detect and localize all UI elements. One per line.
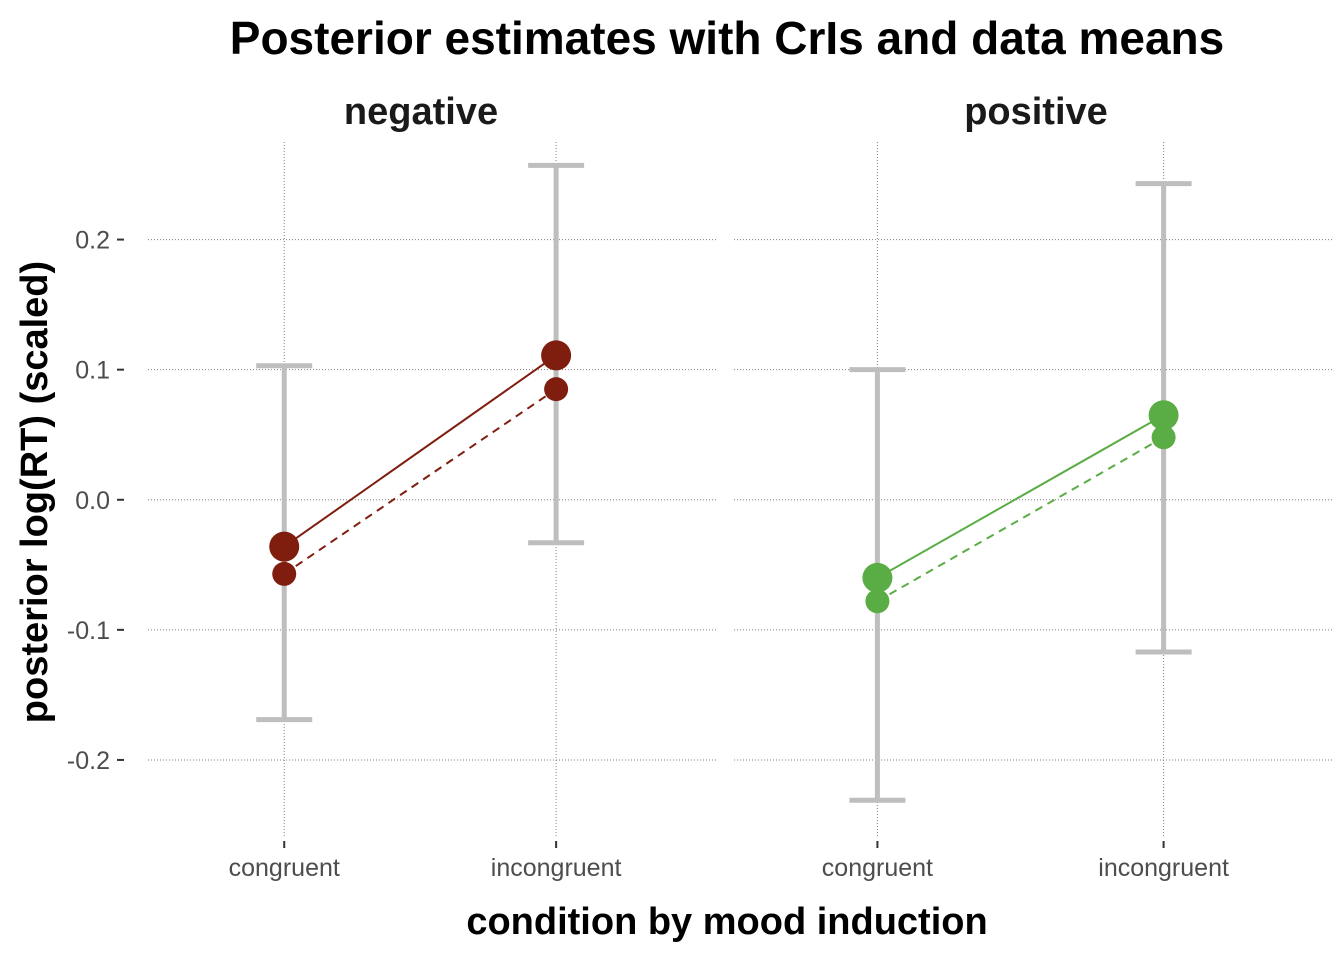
posterior-mean-line [876, 414, 1165, 579]
panel-strip-label-negative: negative [344, 91, 498, 133]
plot-layer: -0.2 -0.1 0.0 0.1 0.2 negative congruent incong… [67, 91, 1334, 882]
data-mean-line [876, 436, 1165, 603]
posterior-mean-point [269, 531, 300, 562]
x-tick-label: incongruent [491, 854, 622, 882]
posterior-mean-point [862, 562, 893, 593]
posterior-mean-point [1148, 400, 1179, 431]
y-tick-label: 0.2 [75, 227, 110, 255]
data-mean-point [544, 377, 569, 402]
x-tick-label: congruent [822, 854, 933, 882]
y-axis-title: posterior log(RT) (scaled) [14, 261, 56, 723]
y-tick-label: 0.0 [75, 487, 110, 515]
data-mean-line [283, 388, 557, 575]
x-tick-label: incongruent [1098, 854, 1229, 882]
x-axis-title: condition by mood induction [466, 901, 987, 943]
posterior-mean-line [283, 354, 557, 548]
panel-strip-label-positive: positive [964, 91, 1108, 133]
y-tick-label: -0.1 [67, 617, 110, 645]
data-mean-point [865, 589, 890, 614]
y-tick-label: -0.2 [67, 747, 110, 775]
posterior-mean-point [541, 340, 572, 371]
x-tick-label: congruent [229, 854, 340, 882]
chart-title: Posterior estimates with CrIs and data m… [230, 12, 1224, 64]
data-mean-point [272, 561, 297, 586]
y-tick-label: 0.1 [75, 357, 110, 385]
data-mean-point [1151, 425, 1176, 450]
